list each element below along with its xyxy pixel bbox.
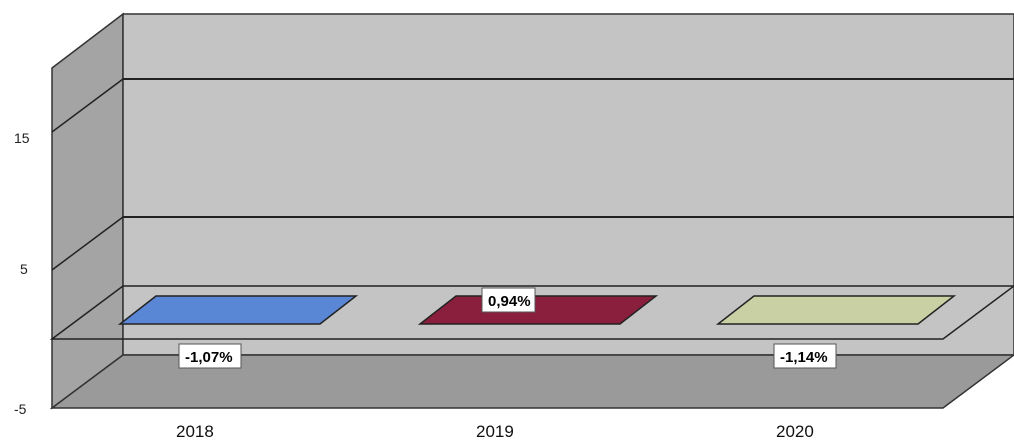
- data-label-2019: 0,94%: [481, 287, 536, 313]
- x-category-label-2019: 2019: [476, 422, 514, 441]
- back-wall: [122, 13, 1014, 356]
- left-side-wall: [51, 12, 124, 410]
- y-tick-label-5: 5: [20, 261, 28, 277]
- bar-2018: [117, 295, 359, 325]
- y-tick-label-minus-5: -5: [14, 401, 27, 417]
- data-label-text-2019: 0,94%: [488, 293, 531, 310]
- data-label-text-2018: -1,07%: [185, 349, 233, 366]
- x-category-label-2020: 2020: [776, 422, 814, 441]
- data-label-2018: -1,07%: [178, 343, 242, 369]
- gridline-side-15: [51, 78, 124, 133]
- data-label-text-2020: -1,14%: [780, 349, 828, 366]
- data-label-2020: -1,14%: [773, 343, 837, 369]
- x-category-label-2018: 2018: [176, 422, 214, 441]
- gridline-side-5: [51, 216, 124, 271]
- gridlines: [51, 78, 1014, 271]
- y-tick-label-15: 15: [14, 130, 30, 146]
- bar-2019: [417, 295, 659, 325]
- bars: [117, 295, 957, 325]
- zero-plane: [49, 285, 1014, 340]
- bar-2020: [715, 295, 957, 325]
